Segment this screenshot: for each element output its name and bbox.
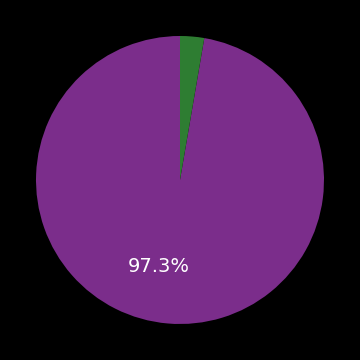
- Wedge shape: [36, 36, 324, 324]
- Text: 97.3%: 97.3%: [127, 257, 189, 276]
- Wedge shape: [180, 36, 204, 180]
